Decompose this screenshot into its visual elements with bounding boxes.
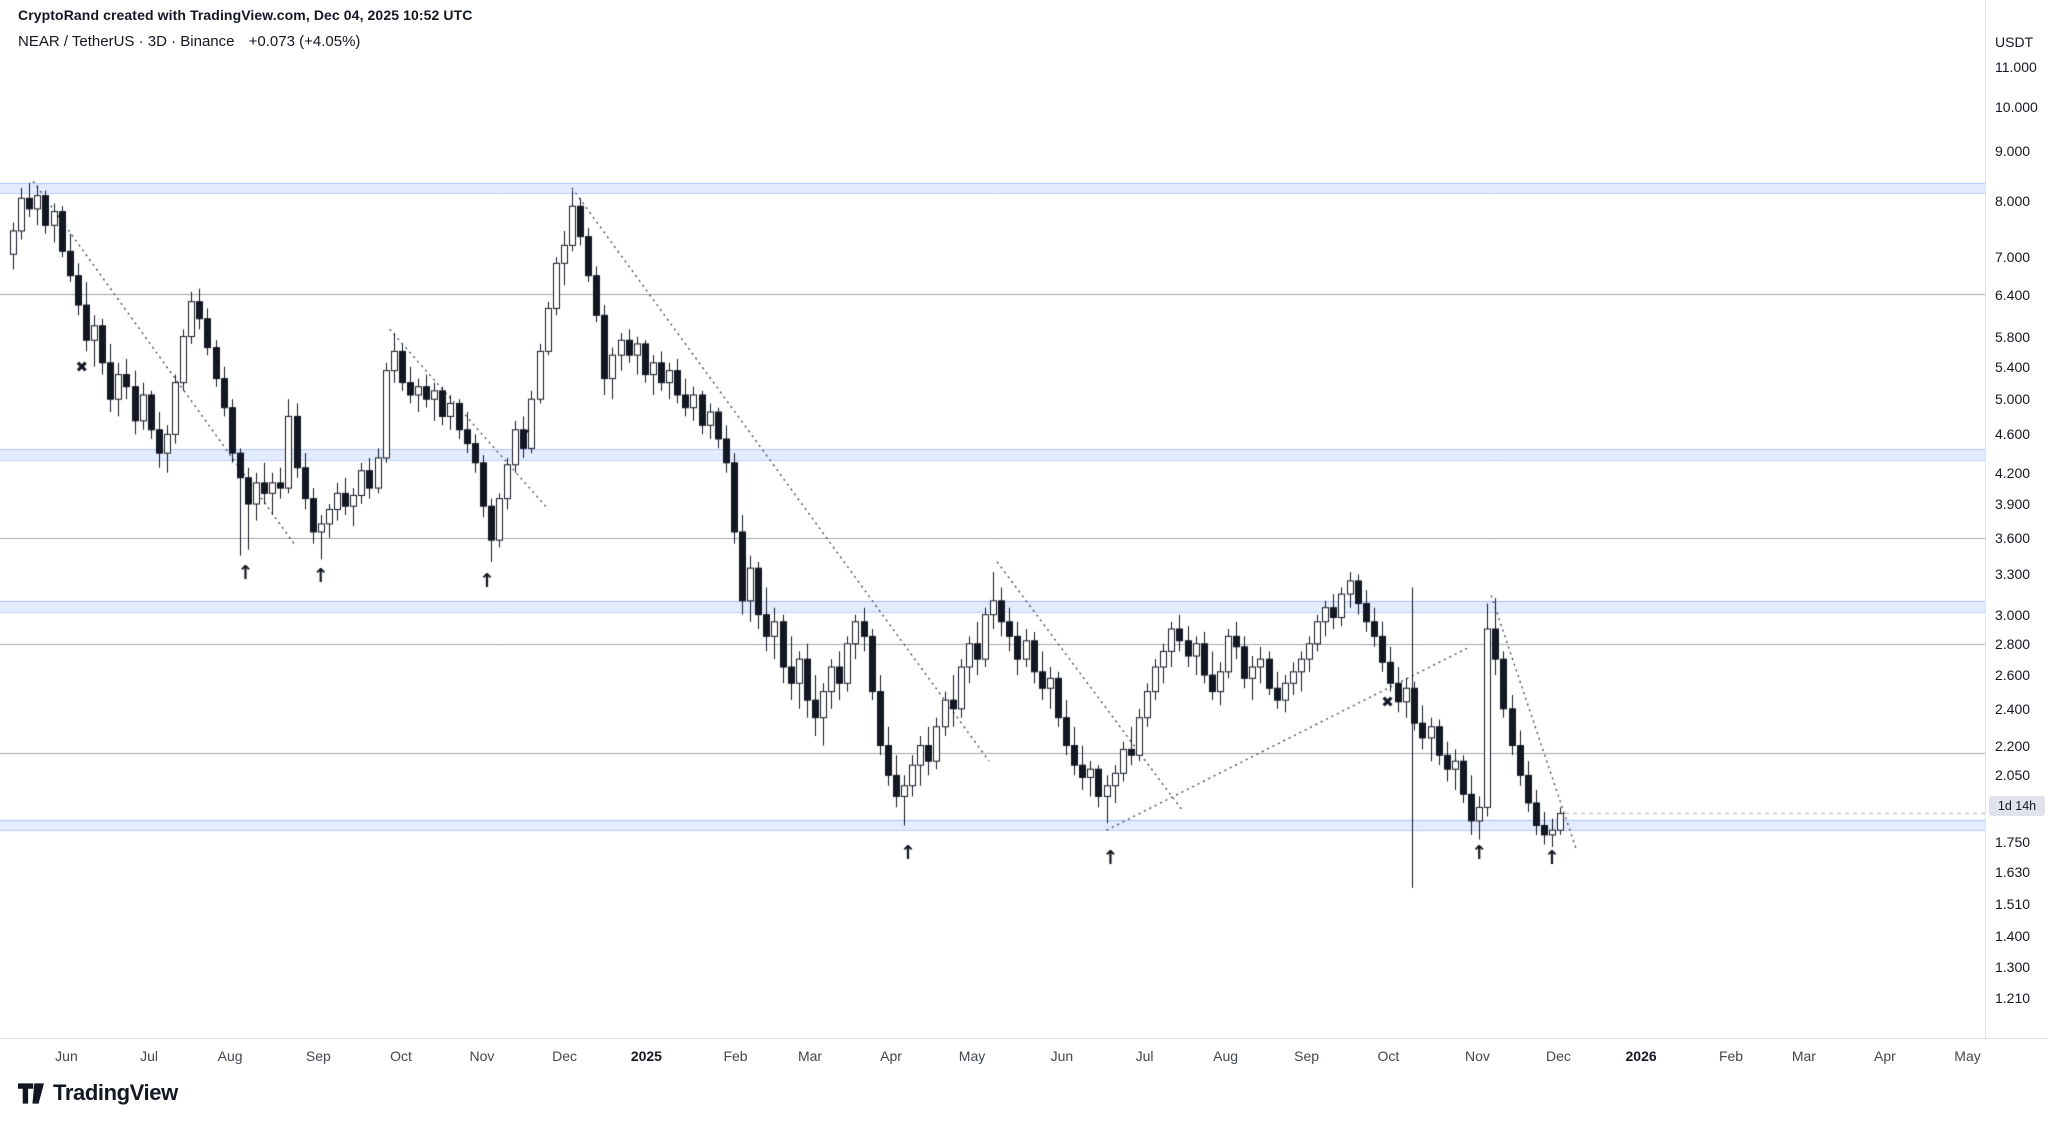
price-tick-label: 2.050 [1995,767,2031,784]
price-tick-label: 1.400 [1995,928,2031,945]
price-tick-label: 5.800 [1995,328,2031,345]
price-tick-label: 4.200 [1995,464,2031,481]
price-tick-label: 1.210 [1995,989,2031,1006]
price-tick-label: 11.000 [1995,58,2037,75]
month-tick-label: Sep [1294,1048,1320,1064]
price-tick-label: 9.000 [1995,143,2031,160]
symbol-title[interactable]: NEAR / TetherUS · 3D · Binance [18,33,235,50]
tradingview-logo[interactable]: TradingView [18,1080,178,1106]
price-tick-label: 4.600 [1995,426,2031,443]
quote-currency-label: USDT [1995,34,2034,50]
month-tick-label: Dec [552,1048,578,1064]
price-tick-label: 6.400 [1995,287,2031,304]
month-tick-label: Oct [1377,1048,1400,1064]
price-tick-label: 2.600 [1995,667,2031,684]
price-tick-label: 7.000 [1995,249,2031,266]
month-tick-label: Jun [1050,1048,1074,1064]
price-tick-label: 5.400 [1995,358,2031,375]
price-tick-label: 3.300 [1995,566,2031,583]
month-tick-label: Feb [723,1048,748,1064]
price-tick-label: 1.750 [1995,834,2031,851]
month-tick-label: Aug [217,1048,243,1064]
price-tick-label: 3.600 [1995,529,2031,546]
month-tick-label: Apr [880,1048,902,1064]
month-tick-label: Nov [469,1048,495,1064]
month-tick-label: Sep [305,1048,331,1064]
price-tick-label: 5.000 [1995,391,2031,408]
month-tick-label: Mar [797,1048,823,1064]
month-tick-label: Dec [1546,1048,1571,1064]
month-tick-label: Nov [1465,1048,1490,1064]
price-change-value: +0.073 (+4.05%) [248,33,361,50]
month-tick-label: Jun [55,1048,78,1064]
month-tick-label: Feb [1718,1048,1744,1064]
price-tick-label: 2.200 [1995,737,2031,754]
month-tick-label: May [1954,1048,1981,1064]
month-tick-label: Jul [1135,1048,1154,1064]
chart-legend: CryptoRand created with TradingView.com,… [18,7,472,50]
price-tick-label: 2.800 [1995,635,2031,652]
month-tick-label: Aug [1213,1048,1239,1064]
tradingview-logo-icon [18,1082,44,1104]
month-tick-label: May [958,1048,986,1064]
price-tick-label: 1.630 [1995,864,2031,881]
price-tick-label: 8.000 [1995,192,2031,209]
year-tick-label: 2025 [630,1048,662,1064]
candlestick-chart-canvas[interactable] [0,0,1985,1038]
time-axis[interactable]: Jun Jul Aug Sep Oct Nov Dec 2025 Feb Mar Apr May Jun… [0,1038,2048,1124]
month-tick-label: Mar [1791,1048,1816,1064]
price-tick-label: 1.510 [1995,896,2031,913]
attribution-note: CryptoRand created with TradingView.com,… [18,7,473,23]
year-tick-label: 2026 [1625,1048,1657,1064]
bar-close-countdown: 1d 14h [1989,796,2045,817]
price-tick-label: 1.300 [1995,959,2031,976]
month-tick-label: Oct [390,1048,412,1064]
price-tick-label: 3.900 [1995,496,2031,512]
price-tick-label: 10.000 [1995,98,2038,115]
month-tick-label: Jul [140,1048,159,1064]
tradingview-logo-text: TradingView [53,1080,178,1105]
price-axis[interactable]: USDT 1d 14h 11.000 10.000 9.000 8.000 7.000 6… [1985,0,2048,1038]
price-tick-label: 2.400 [1995,700,2031,717]
price-tick-label: 3.000 [1995,606,2031,623]
month-tick-label: Apr [1874,1048,1896,1064]
